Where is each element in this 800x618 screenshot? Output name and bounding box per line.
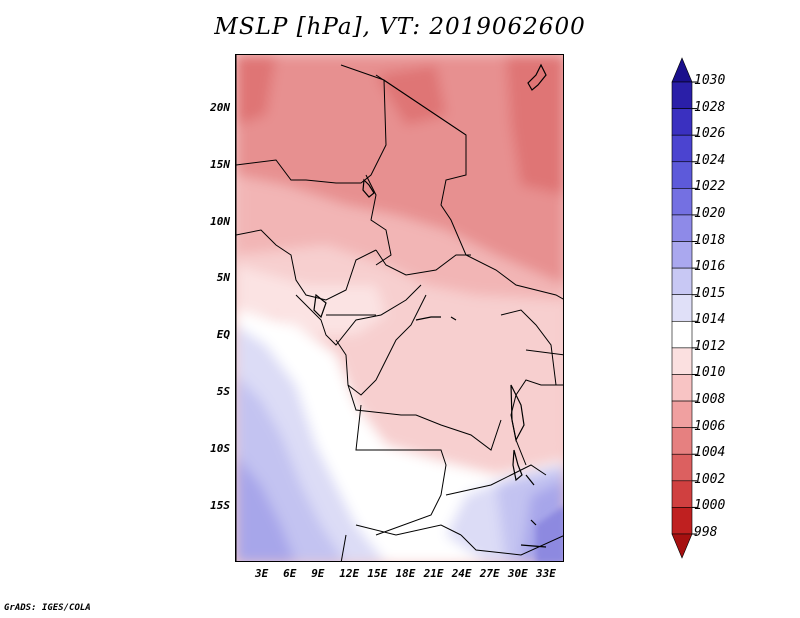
country-borders xyxy=(236,55,563,561)
lat-tick-label: 5S xyxy=(216,385,230,398)
lat-tick-label: 20N xyxy=(210,101,230,114)
lon-tick-label: 21E xyxy=(423,567,444,580)
colorbar-swatch xyxy=(671,427,693,455)
lon-tick-label: 33E xyxy=(536,567,556,580)
colorbar-swatch xyxy=(671,108,693,136)
colorbar-swatch xyxy=(671,320,693,349)
lon-tick-label: 24E xyxy=(451,567,472,580)
colorbar xyxy=(671,57,697,559)
colorbar-swatch xyxy=(671,188,693,216)
colorbar-level-label: 1016 xyxy=(694,259,726,275)
colorbar-level-label: 1006 xyxy=(694,418,726,434)
field-1022-southeast xyxy=(536,506,563,561)
colorbar-level-label: 1002 xyxy=(694,471,726,487)
colorbar-level-label: 1014 xyxy=(694,312,726,328)
lat-tick-label: 15S xyxy=(210,498,230,512)
pressure-map xyxy=(235,54,564,562)
colorbar-level-label: 1008 xyxy=(694,392,726,408)
lat-tick-label: EQ xyxy=(216,328,230,342)
lat-tick-label: 10N xyxy=(210,214,230,228)
coastlines-and-lakes xyxy=(313,63,547,548)
colorbar-level-label: 998 xyxy=(694,525,718,540)
colorbar-level-label: 1020 xyxy=(694,205,726,221)
lon-tick-label: 12E xyxy=(339,567,360,580)
colorbar-level-label: 1015 xyxy=(694,285,726,301)
colorbar-swatch xyxy=(671,374,693,402)
colorbar-swatch xyxy=(671,267,693,296)
colorbar-level-label: 1022 xyxy=(694,179,726,195)
lon-tick-label: 15E xyxy=(367,567,388,580)
lon-tick-label: 6E xyxy=(283,567,297,580)
colorbar-swatch xyxy=(671,161,693,189)
lon-tick-label: 27E xyxy=(479,567,500,580)
field-1016-atlantic xyxy=(236,325,563,561)
lon-tick-label: 18E xyxy=(395,567,416,580)
colorbar-level-label: 1000 xyxy=(694,498,726,514)
colorbar-swatch xyxy=(671,347,693,375)
grads-credit: GrADS: IGES/COLA xyxy=(4,603,91,613)
lat-tick-label: 5N xyxy=(216,271,230,285)
field-1008-north xyxy=(236,55,563,290)
field-1014-coast xyxy=(236,265,386,335)
colorbar-level-label: 1018 xyxy=(694,232,726,248)
colorbar-swatch xyxy=(671,453,693,482)
colorbar-level-label: 1010 xyxy=(694,365,726,381)
colorbar-level-label: 1004 xyxy=(694,445,726,461)
colorbar-swatch xyxy=(671,294,693,322)
colorbar-swatch xyxy=(671,533,693,559)
map-title: MSLP [hPa], VT: 2019062600 xyxy=(214,14,586,40)
colorbar-swatch xyxy=(671,57,693,83)
colorbar-swatch xyxy=(671,241,693,269)
colorbar-swatch xyxy=(671,214,693,242)
lat-tick-label: 15N xyxy=(210,157,230,171)
lon-tick-label: 30E xyxy=(507,567,528,580)
colorbar-level-label: 1012 xyxy=(694,338,726,354)
colorbar-swatch xyxy=(671,81,693,109)
lon-tick-label: 9E xyxy=(311,567,325,580)
colorbar-level-label: 1030 xyxy=(694,73,726,88)
lon-tick-label: 3E xyxy=(255,567,269,580)
colorbar-swatch xyxy=(671,507,693,535)
lat-tick-label: 10S xyxy=(210,441,230,455)
colorbar-swatch xyxy=(671,134,693,163)
colorbar-swatch xyxy=(671,400,693,428)
field-1006-north xyxy=(236,55,563,195)
colorbar-level-label: 1026 xyxy=(694,126,726,142)
colorbar-level-label: 1028 xyxy=(694,99,726,115)
colorbar-level-label: 1024 xyxy=(694,152,726,168)
colorbar-swatch xyxy=(671,480,693,508)
